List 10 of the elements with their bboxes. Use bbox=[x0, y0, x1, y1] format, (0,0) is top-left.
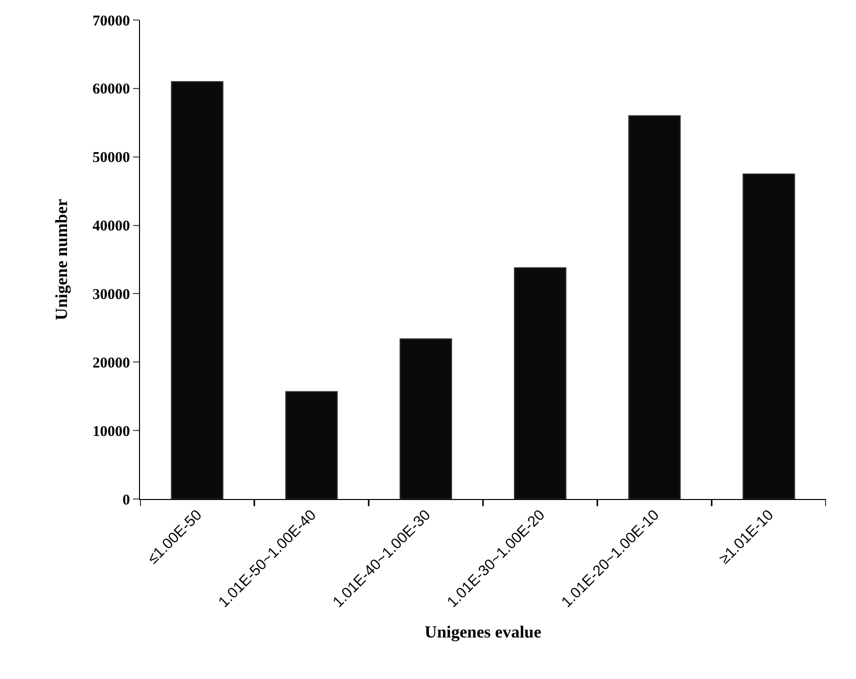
y-tick-label: 50000 bbox=[92, 150, 130, 166]
y-tick-label: 60000 bbox=[92, 82, 130, 98]
y-axis-title: Unigene number bbox=[52, 198, 72, 320]
y-tick-label: 10000 bbox=[92, 424, 130, 440]
y-tick-label: 0 bbox=[122, 492, 130, 508]
y-tick-label: 40000 bbox=[92, 218, 130, 235]
y-tick-label: 20000 bbox=[92, 355, 130, 372]
y-tick-label: 70000 bbox=[92, 13, 130, 30]
y-tick-label: 30000 bbox=[92, 286, 130, 303]
x-axis-title: Unigenes evalue bbox=[424, 622, 542, 642]
